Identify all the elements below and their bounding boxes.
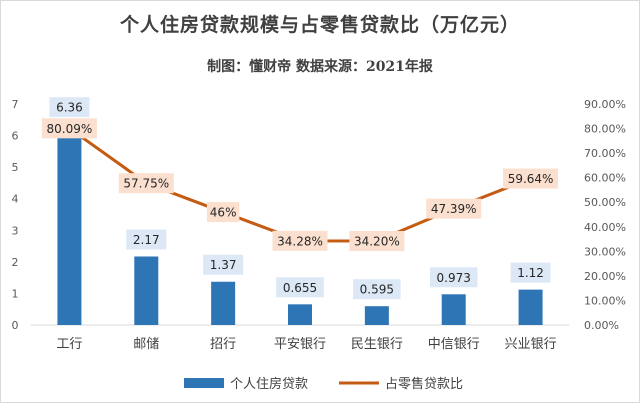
x-tick-label: 民生银行 [351, 337, 403, 352]
legend-label-line: 占零售贷款比 [385, 376, 463, 392]
line-label-box [41, 118, 97, 139]
bar [211, 281, 236, 325]
y-right-tick-label: 30.00% [584, 245, 626, 258]
bar-label-box [126, 229, 167, 250]
y-left-tick-label: 4 [12, 193, 19, 206]
y-right-tick-label: 80.00% [584, 123, 626, 136]
y-right-tick-label: 90.00% [584, 98, 626, 111]
bar-label-box [49, 97, 90, 118]
bar-data-label: 6.36 [56, 101, 83, 115]
y-left-tick-label: 6 [12, 130, 19, 143]
line-data-label: 46% [210, 206, 237, 220]
x-tick-label: 中信银行 [428, 337, 480, 352]
chart-title: 个人住房贷款规模与占零售贷款比（万亿元） [119, 14, 520, 36]
bar-data-label: 0.973 [437, 271, 471, 285]
line-label-box [349, 231, 405, 252]
line-data-label: 57.75% [123, 177, 169, 191]
bar [288, 304, 312, 325]
line-label-box [118, 173, 174, 194]
x-tick-label: 邮储 [133, 337, 159, 352]
line-label-box [272, 230, 328, 251]
bar-label-box [429, 267, 478, 288]
bar [134, 256, 159, 325]
x-tick-label: 工行 [56, 337, 82, 352]
line-data-label: 34.20% [354, 235, 400, 249]
y-left-tick-label: 3 [12, 224, 19, 237]
y-right-tick-label: 10.00% [584, 294, 626, 307]
line-label-box [206, 202, 240, 223]
y-right-tick-label: 20.00% [584, 270, 626, 283]
y-left-tick-label: 7 [12, 98, 19, 111]
bar-label-box [353, 279, 401, 300]
line-data-label: 80.09% [47, 122, 93, 136]
bar [441, 294, 466, 325]
x-tick-label: 招行 [210, 337, 236, 352]
line-label-box [503, 168, 559, 189]
y-left-tick-label: 1 [12, 287, 19, 300]
y-right-tick-label: 70.00% [584, 147, 626, 160]
bar-label-box [510, 262, 551, 283]
bar-data-label: 0.655 [283, 281, 317, 295]
y-right-tick-label: 60.00% [584, 172, 626, 185]
bar [518, 289, 543, 325]
bar-data-label: 0.595 [360, 283, 394, 297]
bar-label-box [276, 277, 324, 298]
y-left-tick-label: 0 [12, 319, 19, 332]
bar [364, 306, 389, 325]
bar-data-label: 2.17 [133, 233, 160, 247]
bar-data-label: 1.37 [210, 258, 237, 272]
bar [57, 124, 82, 325]
x-tick-label: 平安银行 [274, 337, 326, 352]
y-right-tick-label: 0.00% [584, 319, 619, 332]
line-data-label: 34.28% [277, 234, 323, 248]
chart-subtitle: 制图：懂财帝 数据来源：2021年报 [207, 59, 433, 75]
y-right-tick-label: 40.00% [584, 221, 626, 234]
y-right-tick-label: 50.00% [584, 196, 626, 209]
y-left-tick-label: 2 [12, 256, 19, 269]
legend-label-bar: 个人住房贷款 [230, 376, 308, 392]
line-data-label: 47.39% [431, 202, 477, 216]
line-label-box [426, 198, 482, 219]
y-left-tick-label: 5 [12, 161, 19, 174]
legend-swatch-bar [184, 378, 224, 388]
x-tick-label: 兴业银行 [505, 337, 557, 352]
bar-label-box [203, 254, 244, 275]
bar-data-label: 1.12 [517, 266, 544, 280]
line-data-label: 59.64% [508, 172, 554, 186]
